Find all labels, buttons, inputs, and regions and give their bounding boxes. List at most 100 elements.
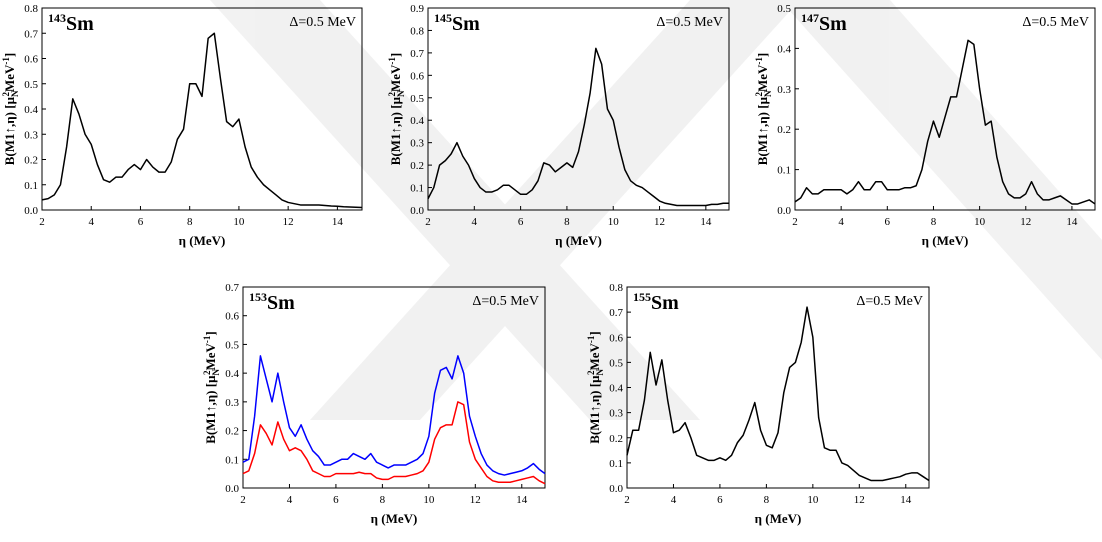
y-tick-label: 0.6 — [225, 311, 239, 323]
mass-number: 143 — [48, 11, 66, 25]
y-axis-label-part: MeV — [587, 343, 602, 371]
x-tick-label: 4 — [671, 494, 677, 506]
x-tick-label: 4 — [472, 216, 478, 228]
y-axis-label-part: N — [763, 90, 773, 97]
y-tick-label: 0.7 — [225, 282, 239, 294]
x-tick-label: 8 — [931, 216, 937, 228]
chart-title: 143Sm — [48, 11, 94, 35]
y-tick-label: 0.6 — [609, 332, 623, 344]
x-axis-label: η (MeV) — [179, 233, 226, 248]
x-tick-label: 12 — [470, 494, 481, 506]
y-tick-label: 0.5 — [777, 3, 791, 15]
y-axis-label-part: N — [396, 90, 406, 97]
chart-title: 147Sm — [801, 11, 847, 35]
element: Sm — [452, 13, 480, 35]
data-line — [41, 32, 363, 209]
y-axis-label-part: ] — [755, 53, 770, 57]
plot-frame — [427, 7, 730, 211]
x-tick-label: 10 — [974, 216, 986, 228]
y-tick-label: 0.4 — [24, 104, 38, 116]
x-tick-label: 10 — [423, 494, 435, 506]
mass-number: 145 — [434, 11, 452, 25]
y-tick-label: 0.8 — [410, 25, 424, 37]
x-tick-label: 6 — [717, 494, 723, 506]
y-tick-label: 0.1 — [410, 183, 424, 195]
y-axis-label-part: MeV — [203, 343, 218, 371]
x-tick-label: 6 — [333, 494, 339, 506]
y-axis-label-part: B(M1↑,η) [μ — [2, 96, 17, 165]
chart: 0.0 0.1 0.2 0.3 0.4 0.5 0.6 0.7 0.8 2 4 6 8 10 12 14 η (… — [586, 282, 930, 526]
y-tick-label: 0.7 — [609, 307, 623, 319]
mass-number: 153 — [249, 290, 267, 304]
y-tick-label: 0.3 — [609, 408, 623, 420]
y-axis-label-part: ] — [388, 53, 403, 57]
y-tick-label: 0.4 — [225, 368, 239, 380]
data-line — [626, 306, 930, 482]
data-line — [242, 355, 546, 476]
x-tick-label: 6 — [138, 216, 144, 228]
x-tick-label: 2 — [39, 216, 45, 228]
y-tick-label: 0.3 — [24, 129, 38, 141]
y-axis-label-part: B(M1↑,η) [μ — [388, 96, 403, 165]
y-tick-label: 0.3 — [225, 397, 239, 409]
y-tick-label: 0.0 — [609, 483, 623, 495]
chart-title: 155Sm — [633, 290, 679, 314]
y-tick-label: 0.0 — [410, 205, 424, 217]
chart: 0.0 0.1 0.2 0.3 0.4 0.5 0.6 0.7 0.8 2 4 6 8 10 12 14 η (… — [1, 3, 363, 248]
y-tick-label: 0.5 — [410, 93, 424, 105]
element: Sm — [651, 292, 679, 314]
annotation: Δ=0.5 MeV — [1022, 15, 1089, 30]
x-tick-label: 6 — [885, 216, 891, 228]
y-tick-label: 0.5 — [609, 357, 623, 369]
y-tick-label: 0.7 — [24, 28, 38, 40]
y-tick-label: 0.1 — [609, 458, 623, 470]
y-tick-label: 0.3 — [777, 84, 791, 96]
x-tick-label: 10 — [608, 216, 620, 228]
y-axis-label-part: 2 — [754, 92, 764, 97]
x-tick-label: 12 — [1020, 216, 1031, 228]
x-tick-label: 14 — [1066, 216, 1078, 228]
x-axis-label: η (MeV) — [755, 511, 802, 526]
y-tick-label: 0.7 — [410, 48, 424, 60]
x-tick-label: 10 — [807, 494, 819, 506]
y-axis-label-part: 2 — [1, 92, 11, 97]
element: Sm — [819, 13, 847, 35]
x-tick-label: 14 — [900, 494, 912, 506]
y-axis-label-part: -1 — [1, 57, 11, 65]
x-tick-label: 12 — [283, 216, 294, 228]
y-tick-label: 0.4 — [609, 383, 623, 395]
data-line — [427, 47, 729, 207]
x-tick-label: 8 — [564, 216, 570, 228]
plot-frame — [794, 7, 1096, 211]
y-axis-label-part: -1 — [586, 335, 596, 343]
y-tick-label: 0.0 — [24, 205, 38, 217]
chart: 0.0 0.1 0.2 0.3 0.4 0.5 2 4 6 8 10 12 14 η (MeV) B(M1↑… — [754, 3, 1096, 248]
x-axis-label: η (MeV) — [371, 511, 418, 526]
y-tick-label: 0.0 — [225, 483, 239, 495]
watermark-band — [780, 0, 1102, 360]
x-tick-label: 14 — [332, 216, 344, 228]
mass-number: 155 — [633, 290, 651, 304]
y-axis-label: B(M1↑,η) [μN2MeV-1] — [387, 53, 406, 165]
y-axis-label-part: 2 — [586, 370, 596, 375]
y-axis-label: B(M1↑,η) [μN2MeV-1] — [202, 331, 221, 443]
chart-title: 153Sm — [249, 290, 295, 314]
y-axis-label-part: MeV — [755, 64, 770, 92]
x-tick-label: 4 — [88, 216, 94, 228]
y-tick-label: 0.6 — [410, 70, 424, 82]
y-axis-label-part: B(M1↑,η) [μ — [203, 375, 218, 444]
annotation: Δ=0.5 MeV — [289, 15, 356, 30]
y-tick-label: 0.4 — [777, 43, 791, 55]
annotation: Δ=0.5 MeV — [856, 294, 923, 309]
y-tick-label: 0.5 — [24, 79, 38, 91]
y-axis-label-part: N — [10, 90, 20, 97]
x-tick-label: 4 — [838, 216, 844, 228]
x-axis-label: η (MeV) — [922, 233, 969, 248]
y-axis-label: B(M1↑,η) [μN2MeV-1] — [586, 331, 605, 443]
y-tick-label: 0.8 — [609, 282, 623, 294]
y-axis-label-part: 2 — [387, 92, 397, 97]
x-tick-label: 2 — [624, 494, 630, 506]
chart: 0.0 0.1 0.2 0.3 0.4 0.5 0.6 0.7 2 4 6 8 10 12 14 η (MeV… — [202, 282, 546, 526]
y-tick-label: 0.2 — [410, 160, 424, 172]
